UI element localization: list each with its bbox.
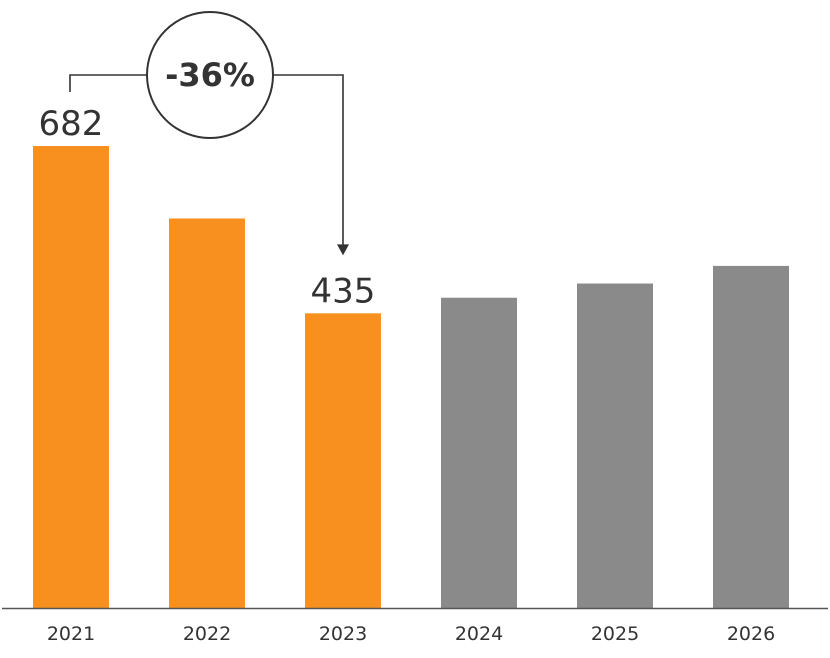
tick-label-2021: 2021 xyxy=(47,623,95,645)
bar-2022 xyxy=(169,218,245,608)
bar-2023 xyxy=(305,313,381,608)
bars-group xyxy=(33,146,789,608)
tick-label-2024: 2024 xyxy=(455,623,503,645)
data-label-2023: 435 xyxy=(311,271,376,311)
x-tick-labels: 2021 2022 2023 2024 2025 2026 xyxy=(47,623,775,645)
tick-label-2026: 2026 xyxy=(727,623,775,645)
tick-label-2025: 2025 xyxy=(591,623,639,645)
callout-text: -36% xyxy=(165,56,255,94)
data-label-2021: 682 xyxy=(39,104,104,144)
change-callout: -36% xyxy=(69,11,349,256)
data-labels-group: 682 435 xyxy=(39,104,376,311)
tick-label-2022: 2022 xyxy=(183,623,231,645)
callout-circle xyxy=(146,11,274,139)
bar-2026 xyxy=(713,265,789,608)
tick-label-2023: 2023 xyxy=(319,623,367,645)
bar-2025 xyxy=(577,283,653,608)
bar-2021 xyxy=(33,146,109,608)
bar-2024 xyxy=(441,297,517,608)
callout-arrowhead xyxy=(337,244,349,256)
